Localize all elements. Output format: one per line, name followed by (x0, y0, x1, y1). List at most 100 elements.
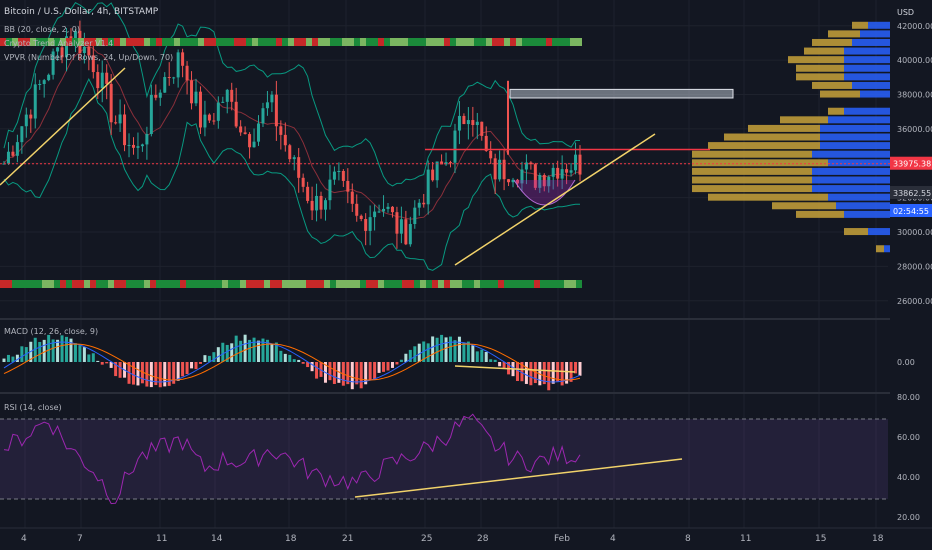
vp-down-bar (724, 133, 820, 141)
trend-strip-cell (558, 280, 564, 288)
candle-body (493, 158, 497, 180)
trend-strip-cell (474, 280, 480, 288)
macd-tick-label: 0.00 (897, 358, 915, 367)
trendline-up-2[interactable] (454, 133, 656, 266)
macd-bar (431, 336, 435, 362)
candle-body (248, 134, 252, 148)
trend-strip-cell (6, 38, 12, 46)
macd-bar (328, 362, 332, 381)
trend-strip-cell (306, 280, 312, 288)
vp-down-bar (772, 202, 836, 210)
candle-body (47, 74, 51, 81)
macd-bar (78, 345, 82, 362)
candle-body (341, 170, 345, 181)
trend-strip-cell (156, 38, 162, 46)
macd-bar (364, 362, 368, 385)
candle-body (149, 94, 153, 134)
candle-body (355, 203, 359, 216)
candle-body (131, 144, 135, 148)
candle-body (261, 108, 265, 124)
time-tick-label: 15 (815, 534, 826, 544)
trend-strip-cell (66, 280, 72, 288)
macd-bar (417, 343, 421, 362)
candle-body (167, 77, 171, 79)
candle-body (292, 157, 296, 160)
trend-strip-top (0, 38, 582, 46)
time-tick-label: 8 (685, 534, 691, 544)
macd-bar (547, 362, 551, 391)
macd-bar (377, 362, 381, 373)
candle-body (51, 51, 55, 75)
candle-body (234, 101, 238, 127)
candle-body (198, 91, 202, 128)
vp-up-bar (828, 193, 892, 201)
candle-body (542, 174, 546, 187)
candle-body (364, 219, 368, 231)
trend-strip-cell (138, 38, 144, 46)
macd-trendline[interactable] (454, 365, 576, 373)
macd-legend: MACD (12, 26, close, 9) (4, 327, 98, 336)
candle-body (69, 36, 73, 39)
trend-strip-cell (222, 280, 228, 288)
trend-strip-cell (126, 280, 132, 288)
trend-strip-cell (228, 280, 234, 288)
candle-body (471, 120, 475, 126)
candle-body (462, 115, 466, 125)
vp-up-bar (844, 47, 892, 55)
macd-bar (578, 362, 582, 376)
cup-pattern[interactable] (513, 179, 576, 206)
candle-body (556, 167, 560, 179)
trend-strip-cell (216, 280, 222, 288)
candle-body (33, 84, 37, 119)
candle-body (382, 208, 386, 212)
trend-strip-cell (498, 38, 504, 46)
candle-body (265, 102, 269, 109)
candle-body (520, 169, 524, 184)
trend-strip-cell (390, 280, 396, 288)
trend-strip-cell (372, 280, 378, 288)
time-tick-label: 7 (77, 534, 83, 544)
rsi-trendline[interactable] (354, 458, 683, 498)
trend-strip-cell (264, 38, 270, 46)
candle-body (38, 83, 42, 85)
trend-strip-cell (318, 280, 324, 288)
candle-body (297, 157, 301, 178)
macd-bar (283, 353, 287, 362)
trend-strip-cell (36, 38, 42, 46)
trend-strip-cell (558, 38, 564, 46)
trend-strip-cell (60, 280, 66, 288)
candle-body (440, 161, 444, 165)
trend-strip-cell (288, 38, 294, 46)
macd-bar (176, 362, 180, 381)
candle-body (417, 202, 421, 208)
bb-upper-band (3, 2, 580, 187)
vp-down-bar (692, 176, 812, 184)
trendline-up-1[interactable] (0, 67, 126, 186)
macd-bar (15, 354, 19, 362)
trend-strip-cell (54, 280, 60, 288)
macd-bar (480, 349, 484, 362)
macd-bar (306, 362, 310, 368)
trend-strip-cell (96, 38, 102, 46)
candle-body (288, 145, 292, 160)
trend-strip-cell (168, 280, 174, 288)
macd-bar (24, 347, 28, 362)
trend-strip-cell (282, 280, 288, 288)
trend-strip-cell (120, 38, 126, 46)
trend-strip-cell (48, 280, 54, 288)
supply-zone-box[interactable] (509, 88, 734, 99)
vp-down-bar (788, 56, 844, 64)
macd-bar (502, 362, 506, 369)
candle-body (444, 162, 448, 165)
trend-strip-cell (252, 280, 258, 288)
macd-bar (136, 362, 140, 386)
macd-bar (373, 362, 377, 380)
macd-bar (181, 362, 185, 377)
macd-bar (426, 343, 430, 362)
time-tick-label: 4 (21, 534, 27, 544)
macd-bar (319, 362, 323, 377)
trend-strip-cell (198, 38, 204, 46)
trend-strip-cell (336, 280, 342, 288)
